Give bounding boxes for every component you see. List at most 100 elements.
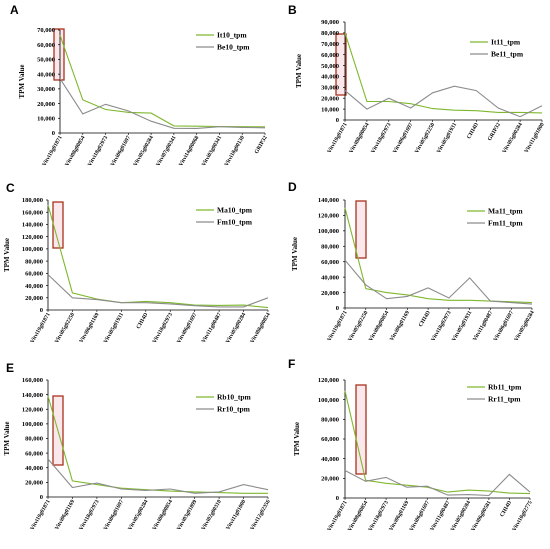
highlight-box: [52, 201, 64, 249]
y-axis-label: TPM Value: [291, 237, 299, 271]
y-tick-label: 0: [336, 305, 339, 312]
panel-letter: B: [288, 3, 297, 17]
x-tick-label: CHI4D: [136, 312, 150, 330]
y-tick-label: 60,000: [37, 42, 55, 49]
y-tick-label: 90,000: [321, 19, 339, 26]
x-tick-label: Vitvi03g01899: [176, 499, 198, 532]
y-tick-label: 180,000: [22, 197, 43, 204]
legend-label: Ma10_tpm: [217, 206, 253, 215]
legend-label: Rb11_tpm: [488, 383, 522, 392]
y-tick-label: 50,000: [321, 63, 339, 70]
x-tick-label: Vitvi06g01169: [389, 310, 411, 342]
y-axis-label: TPM Value: [293, 422, 301, 456]
x-tick-label: Vitvi06g01697: [110, 135, 132, 168]
series-line-rr11-tpm: [344, 470, 531, 497]
y-tick-label: 20,000: [25, 480, 43, 487]
x-tick-label: Vitvi18g02973: [87, 135, 109, 168]
y-tick-label: 0: [40, 307, 43, 314]
panel-f: F 0 20,000 40,000 60,000 80,000 100,000 120,000…: [288, 357, 534, 532]
x-tick-label: Vitvi05g02250: [54, 312, 76, 345]
y-tick-label: 20,000: [321, 476, 339, 483]
highlight-box: [355, 200, 367, 259]
y-tick-label: 60,000: [25, 271, 43, 278]
x-tick-label: Vitvi06g01697: [493, 310, 515, 343]
y-tick-label: 40,000: [37, 71, 55, 78]
y-tick-label: 100,000: [318, 397, 339, 404]
x-tick-label: Vitvi05g01931: [451, 310, 473, 343]
x-tick-label: Vitvi18g00130: [224, 135, 246, 168]
y-tick-label: 160,000: [22, 377, 43, 384]
y-tick-label: 100,000: [22, 246, 43, 253]
x-tick-label: Vitvi18g02973: [368, 500, 390, 533]
x-tick-label: Vitvi19g01871: [327, 122, 349, 155]
x-tick-label: Vitvi06g01169: [54, 499, 76, 531]
x-tick-label: Vitvi08g00854: [368, 310, 390, 343]
legend-label: Fm11_tpm: [488, 219, 523, 228]
panel-b: B 0 10,000 20,000 30,000 40,000 50,000 60,000 70…: [288, 3, 546, 154]
y-tick-label: 40,000: [321, 274, 339, 281]
y-tick-label: 10,000: [321, 106, 339, 113]
y-tick-label: 120,000: [318, 377, 339, 384]
x-tick-label: Vitvi19g01871: [30, 312, 52, 345]
x-tick-label: Vitvi11g01000: [524, 122, 546, 154]
x-tick-label: Vitvi19g01871: [327, 500, 349, 533]
legend-label: Fm10_tpm: [217, 218, 253, 227]
y-tick-label: 20,000: [25, 295, 43, 302]
x-tick-label: Vitvi11g00487: [472, 310, 494, 342]
series-line-be11-tpm: [344, 85, 543, 118]
x-tick-label: Vitvi19g01871: [327, 310, 349, 343]
x-tick-label: Vitvi19g01871: [42, 135, 64, 168]
panel-letter: D: [288, 180, 297, 194]
y-tick-label: 70,000: [37, 27, 55, 34]
x-tick-label: Vitvi08g00854: [347, 500, 369, 533]
y-tick-label: 120,000: [22, 234, 43, 241]
x-tick-label: Vitvi02g00310: [201, 499, 223, 532]
x-tick-label: Vitvi05g02250: [347, 310, 369, 343]
legend-label: It11_tpm: [491, 38, 521, 47]
highlight-box: [53, 28, 65, 81]
x-tick-label: Vitvi05g00284: [127, 499, 149, 532]
highlight-box: [355, 384, 367, 475]
series-line-rb10-tpm: [47, 395, 268, 494]
y-tick-label: 80,000: [321, 30, 339, 37]
y-tick-label: 0: [336, 117, 339, 124]
y-tick-label: 60,000: [25, 450, 43, 457]
y-tick-label: 80,000: [25, 436, 43, 443]
x-tick-label: Vitvi05g00284: [502, 122, 524, 155]
panel-letter: E: [6, 361, 14, 375]
y-tick-label: 40,000: [25, 283, 43, 290]
series-line-fm11-tpm: [344, 259, 533, 305]
x-tick-label: Vitvi19g01871: [30, 499, 52, 532]
y-tick-label: 140,000: [22, 222, 43, 229]
y-axis-label: TPM Value: [3, 421, 11, 455]
y-tick-label: 160,000: [22, 209, 43, 216]
legend-label: Be11_tpm: [491, 50, 524, 59]
x-tick-label: Vitvi05g01931: [436, 122, 458, 155]
highlight-box: [335, 33, 347, 96]
x-tick-label: Vitvi06g01697: [103, 499, 125, 532]
y-tick-label: 80,000: [25, 258, 43, 265]
x-tick-label: Vitvi18g02973: [152, 312, 174, 345]
y-tick-label: 20,000: [321, 95, 339, 102]
x-tick-label: Vitvi10g02775: [512, 500, 534, 533]
x-tick-label: CHI4D: [466, 122, 480, 140]
y-axis-label: TPM Value: [18, 64, 26, 98]
x-tick-label: Vitvi05g00284: [450, 500, 472, 533]
x-tick-label: Vitvi06g00581: [470, 500, 492, 533]
series-line-rb11-tpm: [344, 390, 531, 495]
y-tick-label: 100,000: [318, 228, 339, 235]
y-tick-label: 80,000: [321, 417, 339, 424]
x-tick-label: Vitvi11g00487: [429, 500, 451, 532]
legend-label: Be10_tpm: [217, 43, 250, 52]
y-tick-label: 100,000: [22, 421, 43, 428]
panel-letter: F: [288, 357, 295, 371]
x-tick-label: Vitvi07g00341: [155, 135, 177, 168]
x-tick-label: GRIP32: [254, 135, 269, 155]
x-tick-label: CHI4D: [418, 310, 432, 328]
x-tick-label: Vitvi06g01169: [79, 312, 101, 344]
y-tick-label: 40,000: [321, 74, 339, 81]
y-tick-label: 140,000: [318, 197, 339, 204]
legend-label: Ma11_tpm: [488, 207, 523, 216]
series-line-fm10-tpm: [47, 274, 269, 308]
